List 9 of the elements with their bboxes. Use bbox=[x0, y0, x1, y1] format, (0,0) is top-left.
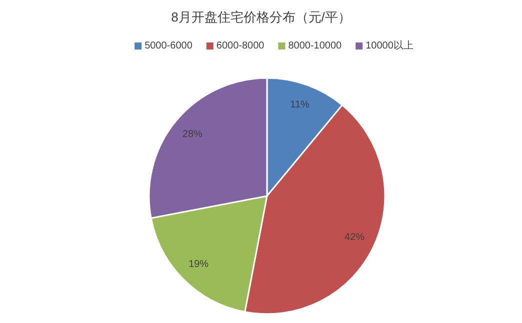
legend-label: 5000-6000 bbox=[144, 40, 193, 52]
data-label: 42% bbox=[344, 232, 365, 243]
legend-label: 10000以上 bbox=[366, 40, 414, 52]
legend-label: 6000-8000 bbox=[216, 40, 265, 52]
data-label: 19% bbox=[188, 259, 209, 270]
data-label: 28% bbox=[182, 128, 203, 140]
data-label: 11% bbox=[290, 100, 310, 111]
chart-title: 8月开盘住宅价格分布（元/平） bbox=[171, 9, 351, 24]
legend-label: 8000-10000 bbox=[288, 40, 342, 52]
